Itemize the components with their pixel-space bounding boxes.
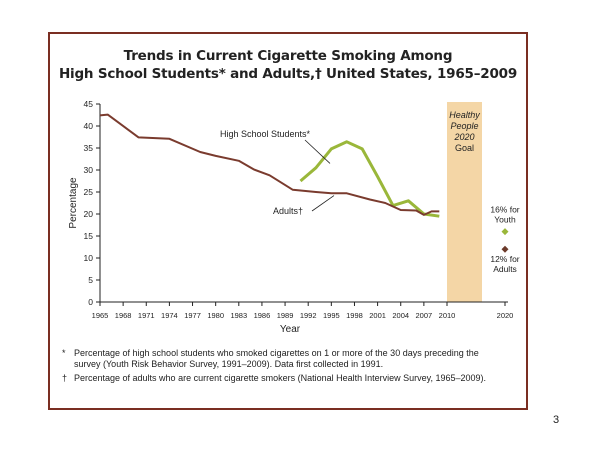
x-tick-label: 2004 xyxy=(392,311,409,320)
goal-band-label-line: Healthy xyxy=(449,110,480,120)
x-tick-label: 2010 xyxy=(439,311,456,320)
y-tick-label: 20 xyxy=(84,209,94,219)
adult-goal-label: 12% for xyxy=(490,254,519,264)
youth-goal-label: Youth xyxy=(494,215,516,225)
goal-band xyxy=(447,102,482,302)
youth-goal-marker xyxy=(501,228,509,236)
youth-label-leader xyxy=(304,139,331,164)
x-tick-label: 1989 xyxy=(277,311,294,320)
x-tick-label: 1983 xyxy=(230,311,247,320)
footnote-adults: † Percentage of adults who are current ci… xyxy=(62,373,512,384)
x-tick-label: 1980 xyxy=(207,311,224,320)
footnote-adults-text: Percentage of adults who are current cig… xyxy=(74,373,487,383)
y-tick-label: 30 xyxy=(84,165,94,175)
x-tick-label: 1992 xyxy=(300,311,317,320)
goal-band-label-line: People xyxy=(450,121,478,131)
y-tick-label: 45 xyxy=(84,99,94,109)
adult-series-line xyxy=(99,113,440,216)
y-tick-label: 10 xyxy=(84,253,94,263)
x-axis-label: Year xyxy=(280,324,301,334)
x-tick-label: 2020 xyxy=(497,311,514,320)
adult-goal-label: Adults xyxy=(493,264,517,274)
y-axis-label: Percentage xyxy=(68,177,79,229)
chart-title: Trends in Current Cigarette Smoking Amon… xyxy=(123,48,453,64)
x-tick-label: 1965 xyxy=(92,311,109,320)
chart-frame: Trends in Current Cigarette Smoking Amon… xyxy=(48,32,528,410)
youth-series-label: High School Students* xyxy=(220,129,311,139)
x-tick-label: 1971 xyxy=(138,311,155,320)
goal-band-label-line: 2020 xyxy=(453,132,474,142)
goal-band-label-line: Goal xyxy=(455,143,474,153)
adult-label-leader xyxy=(311,195,335,212)
footnote-youth-text: Percentage of high school students who s… xyxy=(74,348,479,369)
y-tick-label: 25 xyxy=(84,187,94,197)
x-tick-label: 2007 xyxy=(416,311,433,320)
x-tick-label: 1968 xyxy=(115,311,132,320)
x-tick-label: 1977 xyxy=(184,311,201,320)
x-tick-label: 2001 xyxy=(369,311,386,320)
y-tick-label: 5 xyxy=(88,275,93,285)
adult-goal-marker xyxy=(501,245,509,253)
y-tick-label: 15 xyxy=(84,231,94,241)
footnote-adults-mark: † xyxy=(62,373,68,383)
x-tick-label: 1974 xyxy=(161,311,178,320)
y-tick-label: 35 xyxy=(84,143,94,153)
page-number: 3 xyxy=(553,414,560,426)
y-tick-label: 0 xyxy=(88,297,93,307)
footnote-youth-mark: * xyxy=(62,348,66,358)
footnote-youth: * Percentage of high school students who … xyxy=(62,348,512,370)
youth-series-line xyxy=(299,140,440,218)
chart-subtitle: High School Students* and Adults,† Unite… xyxy=(58,66,518,82)
youth-goal-label: 16% for xyxy=(490,205,519,215)
x-tick-label: 1986 xyxy=(254,311,271,320)
y-tick-label: 40 xyxy=(84,121,94,131)
adult-series-label: Adults† xyxy=(273,206,303,216)
x-tick-label: 1998 xyxy=(346,311,363,320)
x-tick-label: 1995 xyxy=(323,311,340,320)
